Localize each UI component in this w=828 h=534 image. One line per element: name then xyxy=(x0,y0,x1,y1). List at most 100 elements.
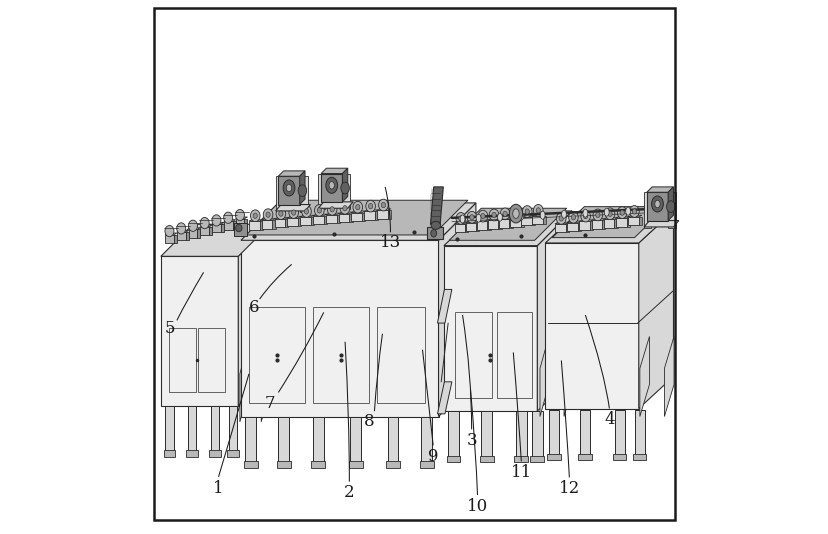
Text: 2: 2 xyxy=(344,484,354,501)
Polygon shape xyxy=(261,342,269,422)
Polygon shape xyxy=(498,221,501,229)
Polygon shape xyxy=(646,187,672,192)
Ellipse shape xyxy=(343,206,347,211)
Ellipse shape xyxy=(368,203,373,209)
Polygon shape xyxy=(591,219,604,221)
Text: 4: 4 xyxy=(604,411,614,428)
Polygon shape xyxy=(498,219,509,227)
Ellipse shape xyxy=(176,223,185,234)
Ellipse shape xyxy=(533,205,542,216)
Polygon shape xyxy=(509,218,520,226)
Polygon shape xyxy=(161,224,270,256)
Polygon shape xyxy=(212,222,224,224)
Polygon shape xyxy=(351,211,365,213)
Text: 7: 7 xyxy=(265,395,275,412)
Ellipse shape xyxy=(580,210,590,222)
Bar xyxy=(580,410,590,457)
Polygon shape xyxy=(554,224,565,232)
Ellipse shape xyxy=(475,214,480,222)
Ellipse shape xyxy=(607,211,611,216)
Bar xyxy=(165,406,173,454)
Polygon shape xyxy=(643,192,650,228)
Polygon shape xyxy=(532,216,542,224)
Bar xyxy=(532,411,542,459)
Polygon shape xyxy=(374,211,378,220)
Text: 12: 12 xyxy=(558,480,580,497)
Polygon shape xyxy=(563,334,573,417)
Ellipse shape xyxy=(325,177,337,193)
Ellipse shape xyxy=(317,208,321,213)
Polygon shape xyxy=(603,217,617,219)
Polygon shape xyxy=(342,174,350,209)
Polygon shape xyxy=(246,200,467,235)
Polygon shape xyxy=(185,232,189,240)
Bar xyxy=(633,410,644,457)
Ellipse shape xyxy=(503,211,507,216)
Polygon shape xyxy=(554,222,568,224)
Ellipse shape xyxy=(291,210,296,215)
Ellipse shape xyxy=(651,196,662,212)
Polygon shape xyxy=(454,312,491,398)
Polygon shape xyxy=(465,224,468,232)
Ellipse shape xyxy=(513,209,518,218)
Bar xyxy=(187,406,196,454)
Ellipse shape xyxy=(286,184,291,192)
Bar xyxy=(548,410,559,457)
Polygon shape xyxy=(212,224,220,232)
Ellipse shape xyxy=(619,210,623,215)
Ellipse shape xyxy=(212,215,221,226)
Polygon shape xyxy=(313,307,368,403)
Bar xyxy=(479,456,493,462)
Ellipse shape xyxy=(288,207,298,218)
Polygon shape xyxy=(603,219,614,227)
Polygon shape xyxy=(198,328,224,392)
Polygon shape xyxy=(248,307,305,403)
Polygon shape xyxy=(349,214,352,222)
Ellipse shape xyxy=(654,200,659,208)
Text: 11: 11 xyxy=(510,464,532,481)
Polygon shape xyxy=(663,336,673,417)
Polygon shape xyxy=(377,210,388,219)
Polygon shape xyxy=(520,215,534,217)
Ellipse shape xyxy=(522,206,532,217)
Polygon shape xyxy=(274,219,285,227)
Bar xyxy=(185,450,197,457)
Ellipse shape xyxy=(200,217,209,229)
Polygon shape xyxy=(235,219,244,227)
Polygon shape xyxy=(388,210,391,219)
Polygon shape xyxy=(476,222,487,230)
Polygon shape xyxy=(577,223,580,231)
Ellipse shape xyxy=(266,212,270,217)
Polygon shape xyxy=(591,221,601,229)
Polygon shape xyxy=(272,220,276,229)
Ellipse shape xyxy=(628,206,638,217)
Polygon shape xyxy=(262,218,276,220)
Bar xyxy=(421,417,431,465)
Polygon shape xyxy=(566,223,577,231)
Bar xyxy=(311,461,325,468)
Ellipse shape xyxy=(235,224,242,232)
Polygon shape xyxy=(239,342,248,422)
Polygon shape xyxy=(539,334,549,417)
Polygon shape xyxy=(248,221,259,230)
Polygon shape xyxy=(520,218,523,226)
Ellipse shape xyxy=(568,211,578,223)
Polygon shape xyxy=(615,218,626,226)
Polygon shape xyxy=(646,192,667,221)
Ellipse shape xyxy=(298,185,306,197)
Bar xyxy=(278,417,289,465)
Text: 6: 6 xyxy=(248,299,259,316)
Ellipse shape xyxy=(524,209,529,214)
Bar xyxy=(546,454,560,460)
Ellipse shape xyxy=(329,182,334,189)
Polygon shape xyxy=(224,222,232,230)
Polygon shape xyxy=(465,223,476,231)
Polygon shape xyxy=(300,215,314,217)
Polygon shape xyxy=(244,219,248,227)
Polygon shape xyxy=(476,220,490,222)
Text: 3: 3 xyxy=(466,432,476,449)
Ellipse shape xyxy=(460,215,465,223)
Bar xyxy=(233,223,247,236)
Polygon shape xyxy=(628,215,641,217)
Ellipse shape xyxy=(491,213,496,218)
